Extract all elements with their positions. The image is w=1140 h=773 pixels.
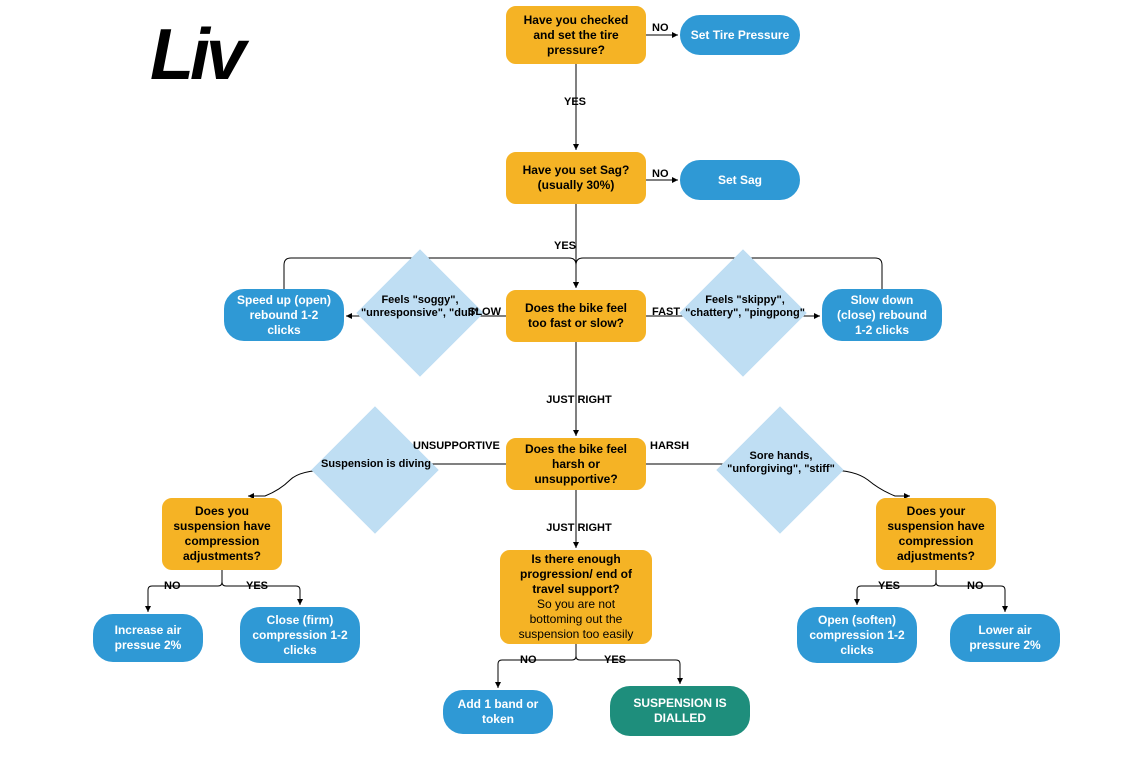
diamond-harsh-label: Sore hands, "unforgiving", "stiff" (721, 450, 841, 476)
q-sag: Have you set Sag? (usually 30%) (506, 152, 646, 204)
lbl-no2: NO (652, 168, 669, 180)
lbl-yes-r: YES (878, 580, 900, 592)
diamond-fast-label: Feels "skippy", "chattery", "pingpong" (685, 294, 805, 320)
lbl-jr2: JUST RIGHT (524, 522, 634, 534)
q-compression-right: Does your suspension have compression ad… (876, 498, 996, 570)
increase-air: Increase air pressue 2% (93, 614, 203, 662)
lbl-no1: NO (652, 22, 669, 34)
set-sag: Set Sag (680, 160, 800, 200)
speed-up-rebound: Speed up (open) rebound 1-2 clicks (224, 289, 344, 341)
q-progression: Is there enough progression/ end of trav… (500, 550, 652, 644)
lbl-jr1: JUST RIGHT (524, 394, 634, 406)
close-compression: Close (firm) compression 1-2 clicks (240, 607, 360, 663)
q-speed: Does the bike feel too fast or slow? (506, 290, 646, 342)
diamond-slow-label: Feels "soggy", "unresponsive", "dull" (360, 294, 480, 320)
lbl-yes2: YES (554, 240, 576, 252)
q-tire-pressure: Have you checked and set the tire pressu… (506, 6, 646, 64)
lbl-harsh: HARSH (650, 440, 689, 452)
lower-air: Lower air pressure 2% (950, 614, 1060, 662)
lbl-unsup: UNSUPPORTIVE (413, 440, 500, 452)
liv-logo: Liv (150, 14, 242, 96)
open-compression: Open (soften) compression 1-2 clicks (797, 607, 917, 663)
suspension-dialled: SUSPENSION IS DIALLED (610, 686, 750, 736)
q-compression-left: Does you suspension have compression adj… (162, 498, 282, 570)
add-band: Add 1 band or token (443, 690, 553, 734)
lbl-yes-l: YES (246, 580, 268, 592)
diamond-unsupportive-label: Suspension is diving (316, 458, 436, 471)
lbl-slow: SLOW (468, 306, 501, 318)
q-harsh: Does the bike feel harsh or unsupportive… (506, 438, 646, 490)
lbl-yes1: YES (564, 96, 586, 108)
lbl-no-r: NO (967, 580, 984, 592)
lbl-fast: FAST (652, 306, 680, 318)
set-tire-pressure: Set Tire Pressure (680, 15, 800, 55)
lbl-no-p: NO (520, 654, 537, 666)
lbl-no-l: NO (164, 580, 181, 592)
slow-down-rebound: Slow down (close) rebound 1-2 clicks (822, 289, 942, 341)
lbl-yes-p: YES (604, 654, 626, 666)
